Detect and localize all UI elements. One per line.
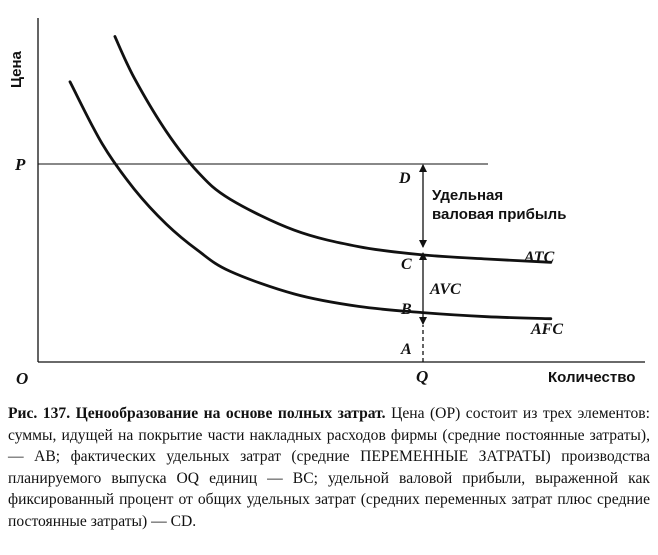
atc-label: ATC — [523, 249, 555, 266]
figure-number: Рис. 137. — [8, 405, 71, 422]
x-axis-label: Количество — [548, 369, 635, 386]
avc-label: AVC — [429, 281, 461, 298]
cost-plus-pricing-chart: Цена Количество O P Q D C B A Удельная в… — [8, 18, 645, 388]
profit-label-line1: Удельная — [432, 187, 503, 204]
quantity-label: Q — [416, 367, 428, 386]
caption-body: Цена (OP) состоит из трех элементов: сум… — [8, 405, 650, 530]
afc-curve — [68, 80, 553, 321]
origin-label: O — [16, 369, 28, 388]
figure-caption: Рис. 137. Ценообразование на основе полн… — [8, 403, 650, 532]
price-label: P — [14, 155, 26, 174]
point-label-b: B — [400, 301, 412, 318]
atc-curve — [113, 35, 553, 264]
point-label-c: C — [401, 256, 412, 273]
afc-label: AFC — [530, 321, 563, 338]
point-label-d: D — [398, 170, 411, 187]
y-axis-label: Цена — [8, 50, 25, 88]
profit-label-line2: валовая прибыль — [432, 206, 566, 223]
point-label-a: A — [400, 341, 412, 358]
figure-title: Ценообразование на основе полных затрат. — [75, 405, 386, 422]
